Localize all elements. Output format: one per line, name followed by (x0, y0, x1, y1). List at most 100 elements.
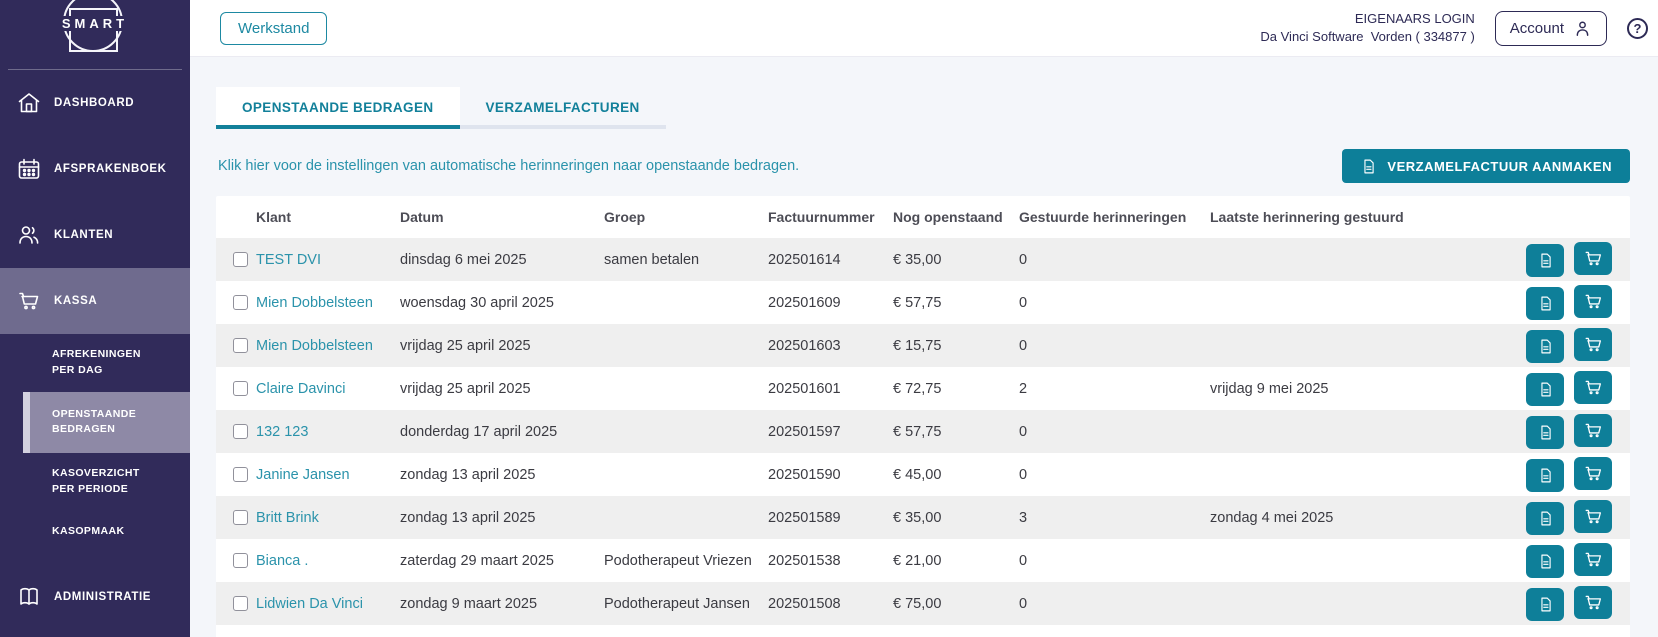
sidebar-item-administratie[interactable]: ADMINISTRATIE (0, 564, 190, 630)
cart-button[interactable] (1574, 543, 1612, 576)
cell-groep: samen betalen (604, 251, 700, 268)
cell-factuurnummer: 202501603 (768, 337, 841, 354)
calendar-icon (18, 158, 40, 179)
cell-factuurnummer: 202501508 (768, 595, 841, 612)
row-checkbox[interactable] (233, 381, 248, 397)
row-checkbox[interactable] (233, 467, 248, 483)
cell-laatste-herinnering (1210, 281, 1425, 324)
header-laatste-herinnering: Laatste herinnering gestuurd (1210, 209, 1404, 225)
client-link[interactable]: Bianca . (256, 552, 309, 569)
cart-button[interactable] (1574, 328, 1612, 361)
submenu-item-kasoverzicht-per-periode[interactable]: KASOVERZICHT PER PERIODE (52, 467, 140, 495)
cell-groep (604, 453, 768, 496)
header-actions-spacer (1425, 196, 1630, 238)
invoice-button[interactable] (1526, 502, 1564, 535)
cell-laatste-herinnering: vrijdag 9 mei 2025 (1210, 380, 1329, 397)
cell-nog-openstaand: € 75,00 (893, 595, 942, 612)
cell-nog-openstaand: € 72,75 (893, 380, 942, 397)
cell-gestuurde-herinneringen: 0 (1019, 251, 1028, 268)
sidebar-item-kassa[interactable]: KASSA (0, 268, 190, 334)
cart-button[interactable] (1574, 500, 1612, 533)
invoice-button[interactable] (1526, 287, 1564, 320)
main-area: Werkstand EIGENAARS LOGIN Da Vinci Softw… (190, 0, 1658, 637)
client-link[interactable]: TEST DVI (256, 251, 321, 268)
row-checkbox[interactable] (233, 424, 248, 440)
table-header: Klant Datum Groep Factuurnummer Nog open… (216, 196, 1630, 238)
row-checkbox[interactable] (233, 252, 248, 268)
smart-logo: SMART (0, 0, 190, 60)
book-icon (20, 588, 38, 606)
sidebar-item-klanten[interactable]: KLANTEN (0, 202, 190, 268)
topbar-right: EIGENAARS LOGIN Da Vinci Software Vorden… (1260, 10, 1650, 46)
row-checkbox[interactable] (233, 596, 248, 612)
cell-nog-openstaand: € 57,75 (893, 423, 942, 440)
client-link[interactable]: Britt Brink (256, 509, 319, 526)
cart-button[interactable] (1574, 371, 1612, 404)
cart-button[interactable] (1574, 242, 1612, 275)
cell-groep (604, 324, 768, 367)
create-button-label: VERZAMELFACTUUR AANMAKEN (1387, 158, 1612, 174)
table-row: 132 123 donderdag 17 april 2025 202501597 €… (216, 410, 1630, 453)
actions-row: Klik hier voor de instellingen van autom… (218, 149, 1630, 183)
submenu-item-openstaande-bedragen[interactable]: OPENSTAANDE BEDRAGEN (23, 391, 190, 453)
document-icon (1364, 159, 1375, 173)
werkstand-button[interactable]: Werkstand (220, 11, 328, 45)
tab-verzamelfacturen[interactable]: VERZAMELFACTUREN (459, 87, 666, 129)
sidebar-divider (8, 69, 182, 70)
sidebar-item-afsprakenboek[interactable]: AFSPRAKENBOEK (0, 136, 190, 202)
invoice-button[interactable] (1526, 545, 1564, 578)
cart-button[interactable] (1574, 285, 1612, 318)
cell-gestuurde-herinneringen: 3 (1019, 509, 1028, 526)
client-link[interactable]: 132 123 (256, 423, 309, 440)
sidebar-item-label: DASHBOARD (54, 97, 135, 109)
cart-button[interactable] (1574, 586, 1612, 619)
submenu-item-afrekeningen-per-dag[interactable]: AFREKENINGEN PER DAG (52, 348, 141, 376)
client-link[interactable]: Mien Dobbelsteen (256, 337, 373, 354)
cart-button[interactable] (1574, 457, 1612, 490)
practice-info: Da Vinci Software Vorden ( 334877 ) (1260, 29, 1475, 44)
client-link[interactable]: Lidwien Da Vinci (256, 595, 363, 612)
cell-laatste-herinnering (1210, 539, 1425, 582)
client-link[interactable]: Janine Jansen (256, 466, 350, 483)
invoice-button[interactable] (1526, 459, 1564, 492)
cell-datum: vrijdag 25 april 2025 (400, 337, 531, 354)
cart-icon (1585, 595, 1601, 610)
cell-factuurnummer: 202501589 (768, 509, 841, 526)
row-checkbox[interactable] (233, 295, 248, 311)
invoice-button[interactable] (1526, 416, 1564, 449)
cell-groep: Podotherapeut Jansen (604, 595, 750, 612)
account-button[interactable]: Account (1494, 10, 1607, 46)
row-checkbox[interactable] (233, 338, 248, 354)
cell-datum: woensdag 30 april 2025 (400, 294, 554, 311)
cell-nog-openstaand: € 57,75 (893, 294, 942, 311)
reminder-settings-link[interactable]: Klik hier voor de instellingen van autom… (218, 158, 800, 174)
login-info: EIGENAARS LOGIN Da Vinci Software Vorden… (1260, 10, 1474, 46)
client-link[interactable]: Mien Dobbelsteen (256, 294, 373, 311)
table-body: TEST DVI dinsdag 6 mei 2025 samen betalen 2… (216, 238, 1630, 625)
sidebar-item-dashboard[interactable]: DASHBOARD (0, 70, 190, 136)
cell-datum: donderdag 17 april 2025 (400, 423, 558, 440)
cart-icon (1585, 337, 1601, 352)
cart-button[interactable] (1574, 414, 1612, 447)
table-row: Mien Dobbelsteen woensdag 30 april 2025 20… (216, 281, 1630, 324)
invoice-button[interactable] (1526, 588, 1564, 621)
table-row: Claire Davinci vrijdag 25 april 2025 20250… (216, 367, 1630, 410)
tab-openstaande-bedragen[interactable]: OPENSTAANDE BEDRAGEN (216, 87, 460, 129)
table-row: TEST DVI dinsdag 6 mei 2025 samen betalen 2… (216, 238, 1630, 281)
sidebar: SMART DASHBOARD AFSPRAKENBOEK (0, 0, 190, 637)
header-datum: Datum (400, 209, 444, 225)
row-checkbox[interactable] (233, 510, 248, 526)
cell-nog-openstaand: € 35,00 (893, 509, 942, 526)
cart-icon (1585, 552, 1601, 567)
invoice-icon (1540, 296, 1551, 311)
help-icon[interactable]: ? (1627, 17, 1648, 39)
cart-icon (1585, 509, 1601, 524)
row-checkbox[interactable] (233, 553, 248, 569)
client-link[interactable]: Claire Davinci (256, 380, 346, 397)
invoice-button[interactable] (1526, 373, 1564, 406)
invoice-button[interactable] (1526, 244, 1564, 277)
create-verzamelfactuur-button[interactable]: VERZAMELFACTUUR AANMAKEN (1342, 149, 1630, 183)
submenu-item-kasopmaak[interactable]: KASOPMAAK (52, 524, 125, 537)
cell-factuurnummer: 202501609 (768, 294, 841, 311)
invoice-button[interactable] (1526, 330, 1564, 363)
